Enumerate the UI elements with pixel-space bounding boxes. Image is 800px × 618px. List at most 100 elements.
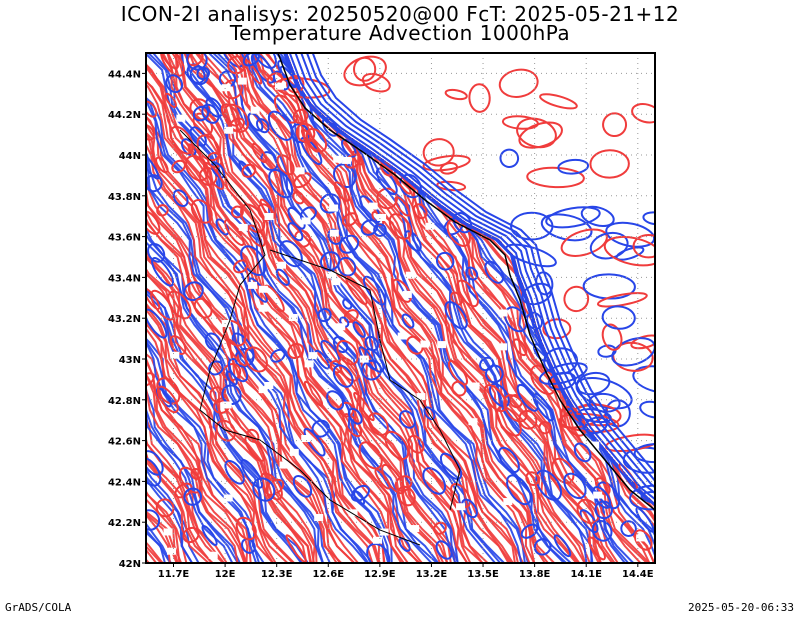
contour-label-box (223, 494, 233, 502)
warm-contour (0, 53, 96, 563)
contour-label-box (258, 386, 268, 394)
warm-contour (146, 62, 423, 563)
warm-contour (605, 433, 655, 453)
cold-contour (520, 523, 539, 539)
warm-contour (146, 248, 318, 563)
warm-contour (0, 53, 110, 563)
lat-tick-label: 44N (119, 151, 141, 162)
cold-contour (270, 348, 286, 363)
warm-contour (146, 450, 213, 563)
cold-contour (594, 500, 613, 520)
warm-contour (396, 485, 416, 507)
warm-contour (195, 53, 484, 563)
warm-contour (518, 409, 538, 430)
warm-contour (0, 53, 38, 563)
cold-contour (300, 136, 323, 166)
contour-label-box (377, 213, 387, 221)
contour-label-box (410, 525, 420, 533)
cold-contour (461, 498, 478, 519)
cold-contour (275, 268, 290, 286)
lon-tick-label: 11.7E (158, 569, 190, 580)
cold-contour (333, 163, 357, 189)
cold-contour (240, 245, 267, 276)
warm-contour (353, 56, 377, 82)
cold-contour (0, 53, 34, 563)
lat-tick-label: 43.2N (108, 314, 141, 325)
lon-tick-label: 12.6E (313, 569, 345, 580)
cold-contour (294, 53, 655, 495)
cold-contour (201, 103, 220, 124)
lat-tick-label: 43.8N (108, 192, 141, 203)
warm-contour (244, 346, 268, 373)
cold-contour (573, 442, 592, 463)
cold-contour (484, 260, 505, 284)
lon-tick-label: 13.8E (519, 569, 551, 580)
contour-label-box (222, 401, 232, 409)
warm-contour (292, 190, 305, 205)
warm-contour (496, 405, 522, 437)
warm-contour (167, 290, 192, 320)
warm-contour (146, 66, 421, 563)
warm-contour (602, 112, 628, 138)
warm-contour (333, 181, 351, 202)
cold-contour (311, 419, 330, 438)
contour-label-box (333, 155, 343, 163)
cold-contour (218, 70, 237, 88)
cold-contour (224, 459, 245, 485)
warm-contour (450, 291, 463, 306)
contour-label-box (590, 441, 600, 449)
grid-lines (146, 53, 655, 563)
warm-contour (146, 449, 214, 563)
lon-tick-label: 14.1E (570, 569, 602, 580)
cold-contour (615, 246, 645, 261)
warm-contour (632, 233, 655, 259)
warm-contour (542, 318, 572, 340)
contour-label-box (456, 503, 466, 511)
cold-contour (319, 251, 341, 272)
warm-contour (146, 256, 315, 563)
cold-contour (360, 219, 379, 236)
contour-label-box (279, 461, 289, 469)
warm-contour (215, 419, 236, 442)
contour-label-box (238, 223, 248, 231)
contour-label-box (176, 114, 186, 122)
contour-label-box (420, 340, 430, 348)
cold-contour (146, 53, 433, 563)
warm-contour (305, 127, 328, 153)
advection-contours (0, 53, 655, 563)
cold-contour (305, 53, 655, 483)
contour-label-box (470, 382, 480, 390)
sea-advection-contours (274, 53, 655, 511)
warm-contour (146, 83, 403, 563)
contour-label-box (208, 551, 218, 559)
cold-contour (165, 74, 184, 94)
cold-contour (352, 321, 366, 338)
warm-contour (187, 143, 201, 161)
lat-tick-label: 44.2N (108, 110, 141, 121)
warm-contour (0, 53, 93, 563)
warm-contour (539, 93, 578, 110)
contour-label-box (327, 271, 337, 279)
footer-timestamp: 2025-05-20-06:33 (688, 601, 794, 614)
warm-contour (189, 53, 472, 563)
warm-contour (589, 149, 630, 179)
lon-tick-label: 12.9E (364, 569, 396, 580)
warm-contour (587, 536, 606, 561)
cold-contour (342, 298, 353, 310)
cold-contour (189, 65, 209, 86)
cold-contour (601, 305, 636, 330)
warm-contour (483, 384, 507, 413)
cold-contour (398, 410, 416, 429)
cold-contour (146, 389, 241, 563)
warm-contour (0, 53, 117, 563)
footer-credit: GrADS/COLA (5, 601, 72, 614)
warm-contour (341, 212, 359, 227)
cold-contour (146, 528, 172, 563)
cold-contour (633, 442, 655, 464)
contour-label-box (314, 514, 324, 522)
cold-contour (347, 407, 363, 425)
contour-label-box (301, 434, 311, 442)
warm-contour (450, 482, 472, 508)
contour-label-box (301, 217, 311, 225)
warm-contour (146, 319, 277, 563)
